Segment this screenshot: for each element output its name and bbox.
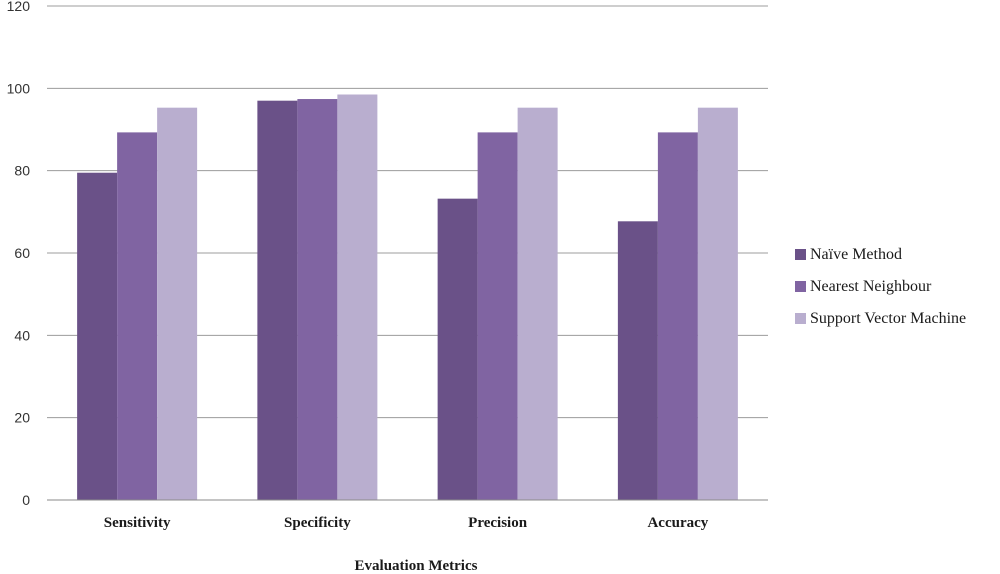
bar bbox=[117, 132, 158, 501]
bar bbox=[297, 99, 338, 500]
x-tick-label: Specificity bbox=[284, 515, 351, 531]
x-tick-labels: Sensitivity Specificity Precision Accuracy bbox=[104, 515, 709, 531]
bar bbox=[657, 132, 698, 501]
legend-label: Nearest Neighbour bbox=[810, 278, 932, 295]
bar bbox=[257, 100, 298, 500]
x-tick-label: Sensitivity bbox=[104, 515, 171, 531]
bar bbox=[697, 107, 738, 500]
legend-label: Naïve Method bbox=[810, 246, 902, 263]
x-tick-label: Accuracy bbox=[647, 515, 708, 531]
x-tick-label: Precision bbox=[468, 515, 528, 531]
y-tick-label: 40 bbox=[14, 327, 30, 343]
y-tick-label: 60 bbox=[14, 245, 30, 261]
x-axis-title: Evaluation Metrics bbox=[355, 558, 478, 574]
y-tick-labels: 0 20 40 60 80 100 120 bbox=[7, 0, 31, 508]
bar bbox=[157, 107, 198, 500]
bar bbox=[477, 132, 518, 501]
y-tick-label: 20 bbox=[14, 410, 30, 426]
bar bbox=[517, 107, 558, 500]
y-tick-label: 80 bbox=[14, 163, 30, 179]
legend-swatch bbox=[795, 249, 806, 260]
y-tick-label: 120 bbox=[7, 0, 31, 14]
y-tick-label: 100 bbox=[7, 80, 31, 96]
bar bbox=[617, 221, 658, 500]
bar bbox=[337, 94, 378, 500]
bar bbox=[77, 172, 118, 500]
y-tick-label: 0 bbox=[22, 492, 30, 508]
legend: Naïve Method Nearest Neighbour Support Vec… bbox=[795, 246, 966, 327]
legend-swatch bbox=[795, 281, 806, 292]
bar bbox=[437, 198, 478, 500]
bars bbox=[77, 94, 738, 501]
legend-swatch bbox=[795, 313, 806, 324]
legend-label: Support Vector Machine bbox=[810, 310, 966, 327]
